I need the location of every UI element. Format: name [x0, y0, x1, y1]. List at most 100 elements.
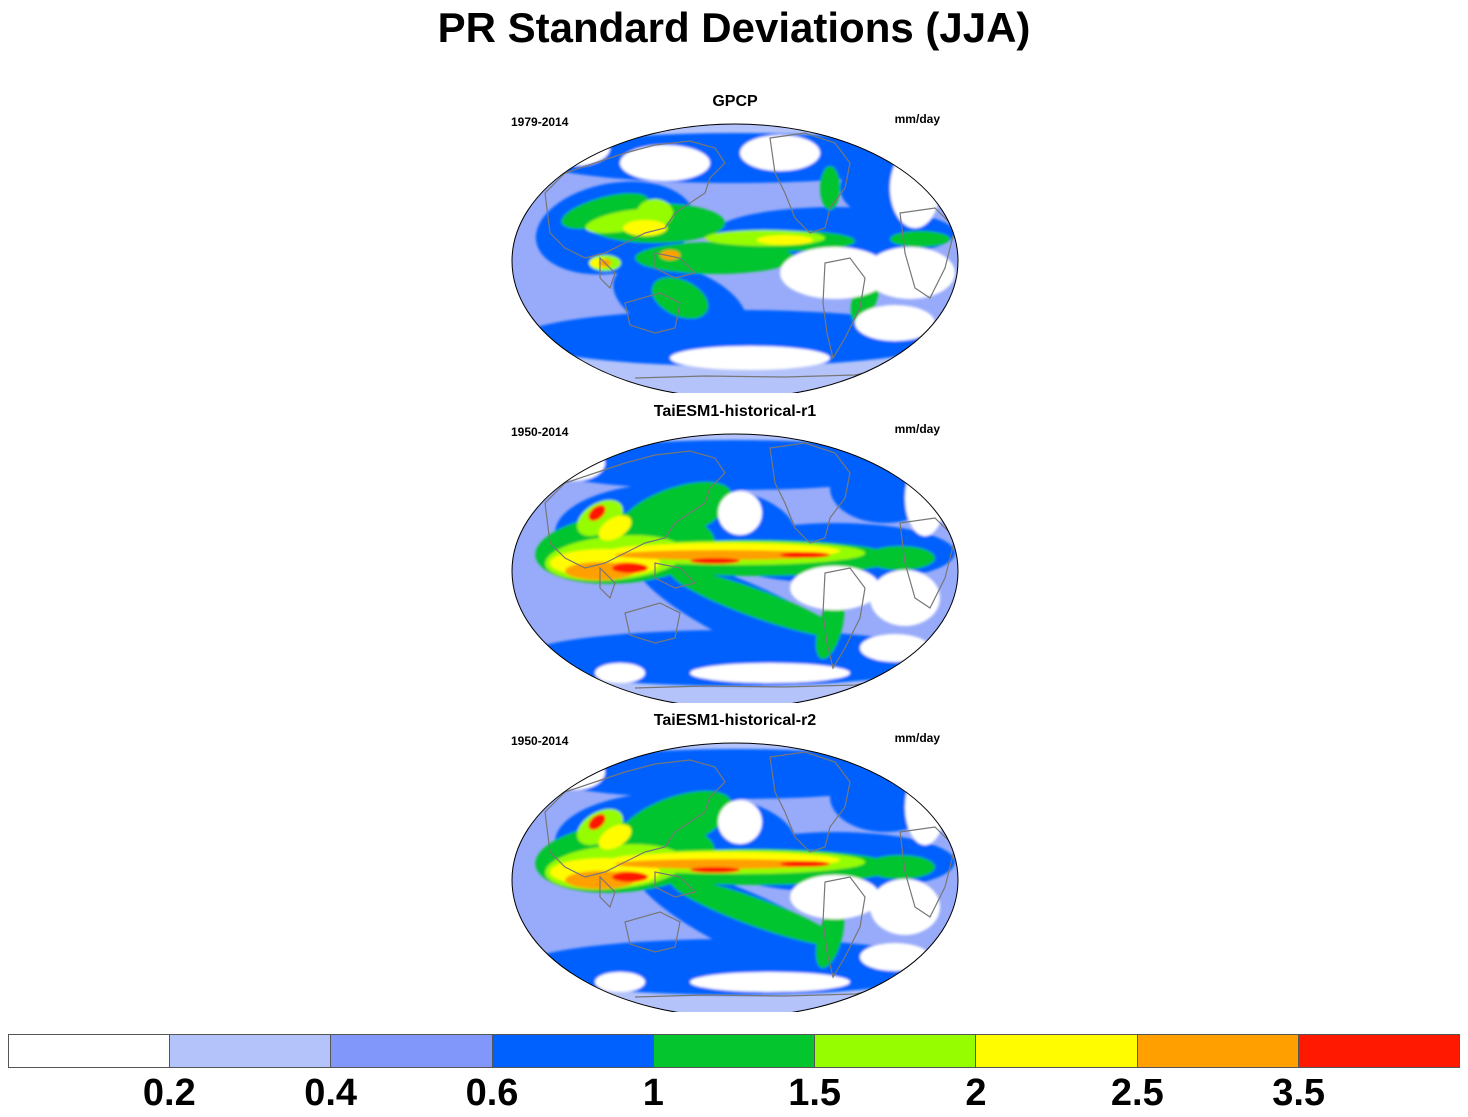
- contour-region: [865, 855, 935, 879]
- contour-region-low: [855, 305, 935, 341]
- coastline: [599, 256, 616, 290]
- coastline: [899, 517, 956, 609]
- coastline: [654, 562, 697, 589]
- contour-region-low: [865, 247, 955, 299]
- coastline: [822, 257, 866, 360]
- contour-region-low: [905, 769, 945, 845]
- colorbar: [8, 1034, 1460, 1068]
- contour-region: [670, 569, 840, 637]
- contour-region: [598, 824, 632, 850]
- coastline: [769, 442, 851, 544]
- panel-taiesm1-r2: TaiESM1-historical-r2 1950-2014 mm/day: [505, 712, 965, 1012]
- contour-region: [623, 220, 667, 236]
- panel-taiesm1-r1: TaiESM1-historical-r1 1950-2014 mm/day: [505, 403, 965, 703]
- contour-region: [651, 277, 709, 319]
- coastline: [599, 566, 616, 600]
- contour-region-low: [790, 875, 880, 919]
- colorbar-label: 0.6: [465, 1072, 519, 1114]
- contour-region: [890, 231, 950, 247]
- coastline: [769, 751, 851, 853]
- contour-region: [820, 166, 840, 210]
- contour-region-low: [890, 148, 940, 228]
- contour-region-low: [595, 663, 645, 683]
- contour-region: [615, 859, 825, 869]
- world-map: [511, 742, 959, 1012]
- contour-region-low: [540, 130, 610, 166]
- contour-region-low: [905, 460, 945, 536]
- contour-region-low: [870, 879, 940, 935]
- colorbar-box: [1137, 1035, 1299, 1067]
- world-map: [511, 123, 959, 393]
- contour-region-low: [790, 566, 880, 610]
- figure-title: PR Standard Deviations (JJA): [437, 4, 1031, 51]
- panel-title: TaiESM1-historical-r2: [653, 712, 817, 729]
- panel-units: mm/day: [894, 112, 940, 126]
- coastline: [769, 132, 851, 234]
- colorbar-box: [170, 1035, 332, 1067]
- panel-title: TaiESM1-historical-r1: [653, 403, 817, 420]
- coastline: [624, 911, 681, 953]
- panel-units: mm/day: [894, 422, 940, 436]
- colorbar-label: 1: [642, 1072, 664, 1114]
- colorbar-box: [9, 1035, 171, 1067]
- coastline: [654, 871, 697, 898]
- coastline: [822, 567, 866, 670]
- colorbar-box: [976, 1035, 1138, 1067]
- world-map: [511, 433, 959, 703]
- coastline: [624, 292, 681, 334]
- contour-region: [637, 199, 673, 227]
- contour-region: [588, 505, 606, 521]
- contour-region: [690, 558, 740, 564]
- map-outline: [511, 742, 959, 1012]
- contour-region: [617, 481, 733, 545]
- colorbar-label: 0.2: [142, 1072, 196, 1114]
- contour-region: [612, 563, 648, 573]
- contour-region: [617, 790, 733, 854]
- contour-region: [690, 867, 740, 873]
- contour-region-low: [718, 491, 762, 535]
- panel-years: 1950-2014: [511, 734, 569, 748]
- colorbar-box: [653, 1035, 816, 1067]
- contour-region-low: [870, 570, 940, 626]
- coastline: [654, 252, 697, 279]
- colorbar-label: 2.5: [1110, 1072, 1164, 1114]
- colorbar-labels: 0.2 0.4 0.6 1 1.5 2 2.5 3.5: [0, 1072, 1468, 1117]
- contour-region: [780, 552, 830, 558]
- coastline: [624, 602, 681, 644]
- contour-region: [612, 872, 648, 882]
- colorbar-label: 0.4: [304, 1072, 358, 1114]
- contour-region-low: [670, 346, 830, 370]
- panel-gpcp: GPCP 1979-2014 mm/day: [505, 93, 965, 393]
- contour-region: [780, 861, 830, 867]
- contour-region-low: [690, 972, 850, 992]
- colorbar-label: 1.5: [788, 1072, 842, 1114]
- panel-units: mm/day: [894, 731, 940, 745]
- colorbar-label: 3.5: [1272, 1072, 1326, 1114]
- contour-region-low: [780, 247, 890, 299]
- colorbar-box: [1298, 1035, 1459, 1067]
- coastline: [544, 759, 726, 878]
- contour-region: [865, 546, 935, 570]
- colorbar-label: 2: [965, 1072, 987, 1114]
- coastline: [599, 875, 616, 909]
- contour-region: [670, 878, 840, 946]
- colorbar-box: [815, 1035, 977, 1067]
- map-outline: [511, 433, 959, 703]
- coastline: [544, 140, 726, 259]
- panel-years: 1979-2014: [511, 115, 569, 129]
- contour-region: [588, 814, 606, 830]
- contour-region-low: [595, 972, 645, 992]
- contour-region-low: [718, 800, 762, 844]
- contour-region-low: [620, 145, 710, 181]
- contour-region: [615, 550, 825, 560]
- colorbar-box: [331, 1035, 493, 1067]
- coastline: [822, 876, 866, 979]
- panel-title: GPCP: [712, 93, 758, 110]
- map-outline: [511, 123, 959, 393]
- contour-region-low: [740, 135, 820, 171]
- panel-years: 1950-2014: [511, 425, 569, 439]
- contour-region-low: [690, 663, 850, 683]
- coastline: [899, 826, 956, 918]
- contour-region: [757, 235, 813, 245]
- coastline: [544, 450, 726, 569]
